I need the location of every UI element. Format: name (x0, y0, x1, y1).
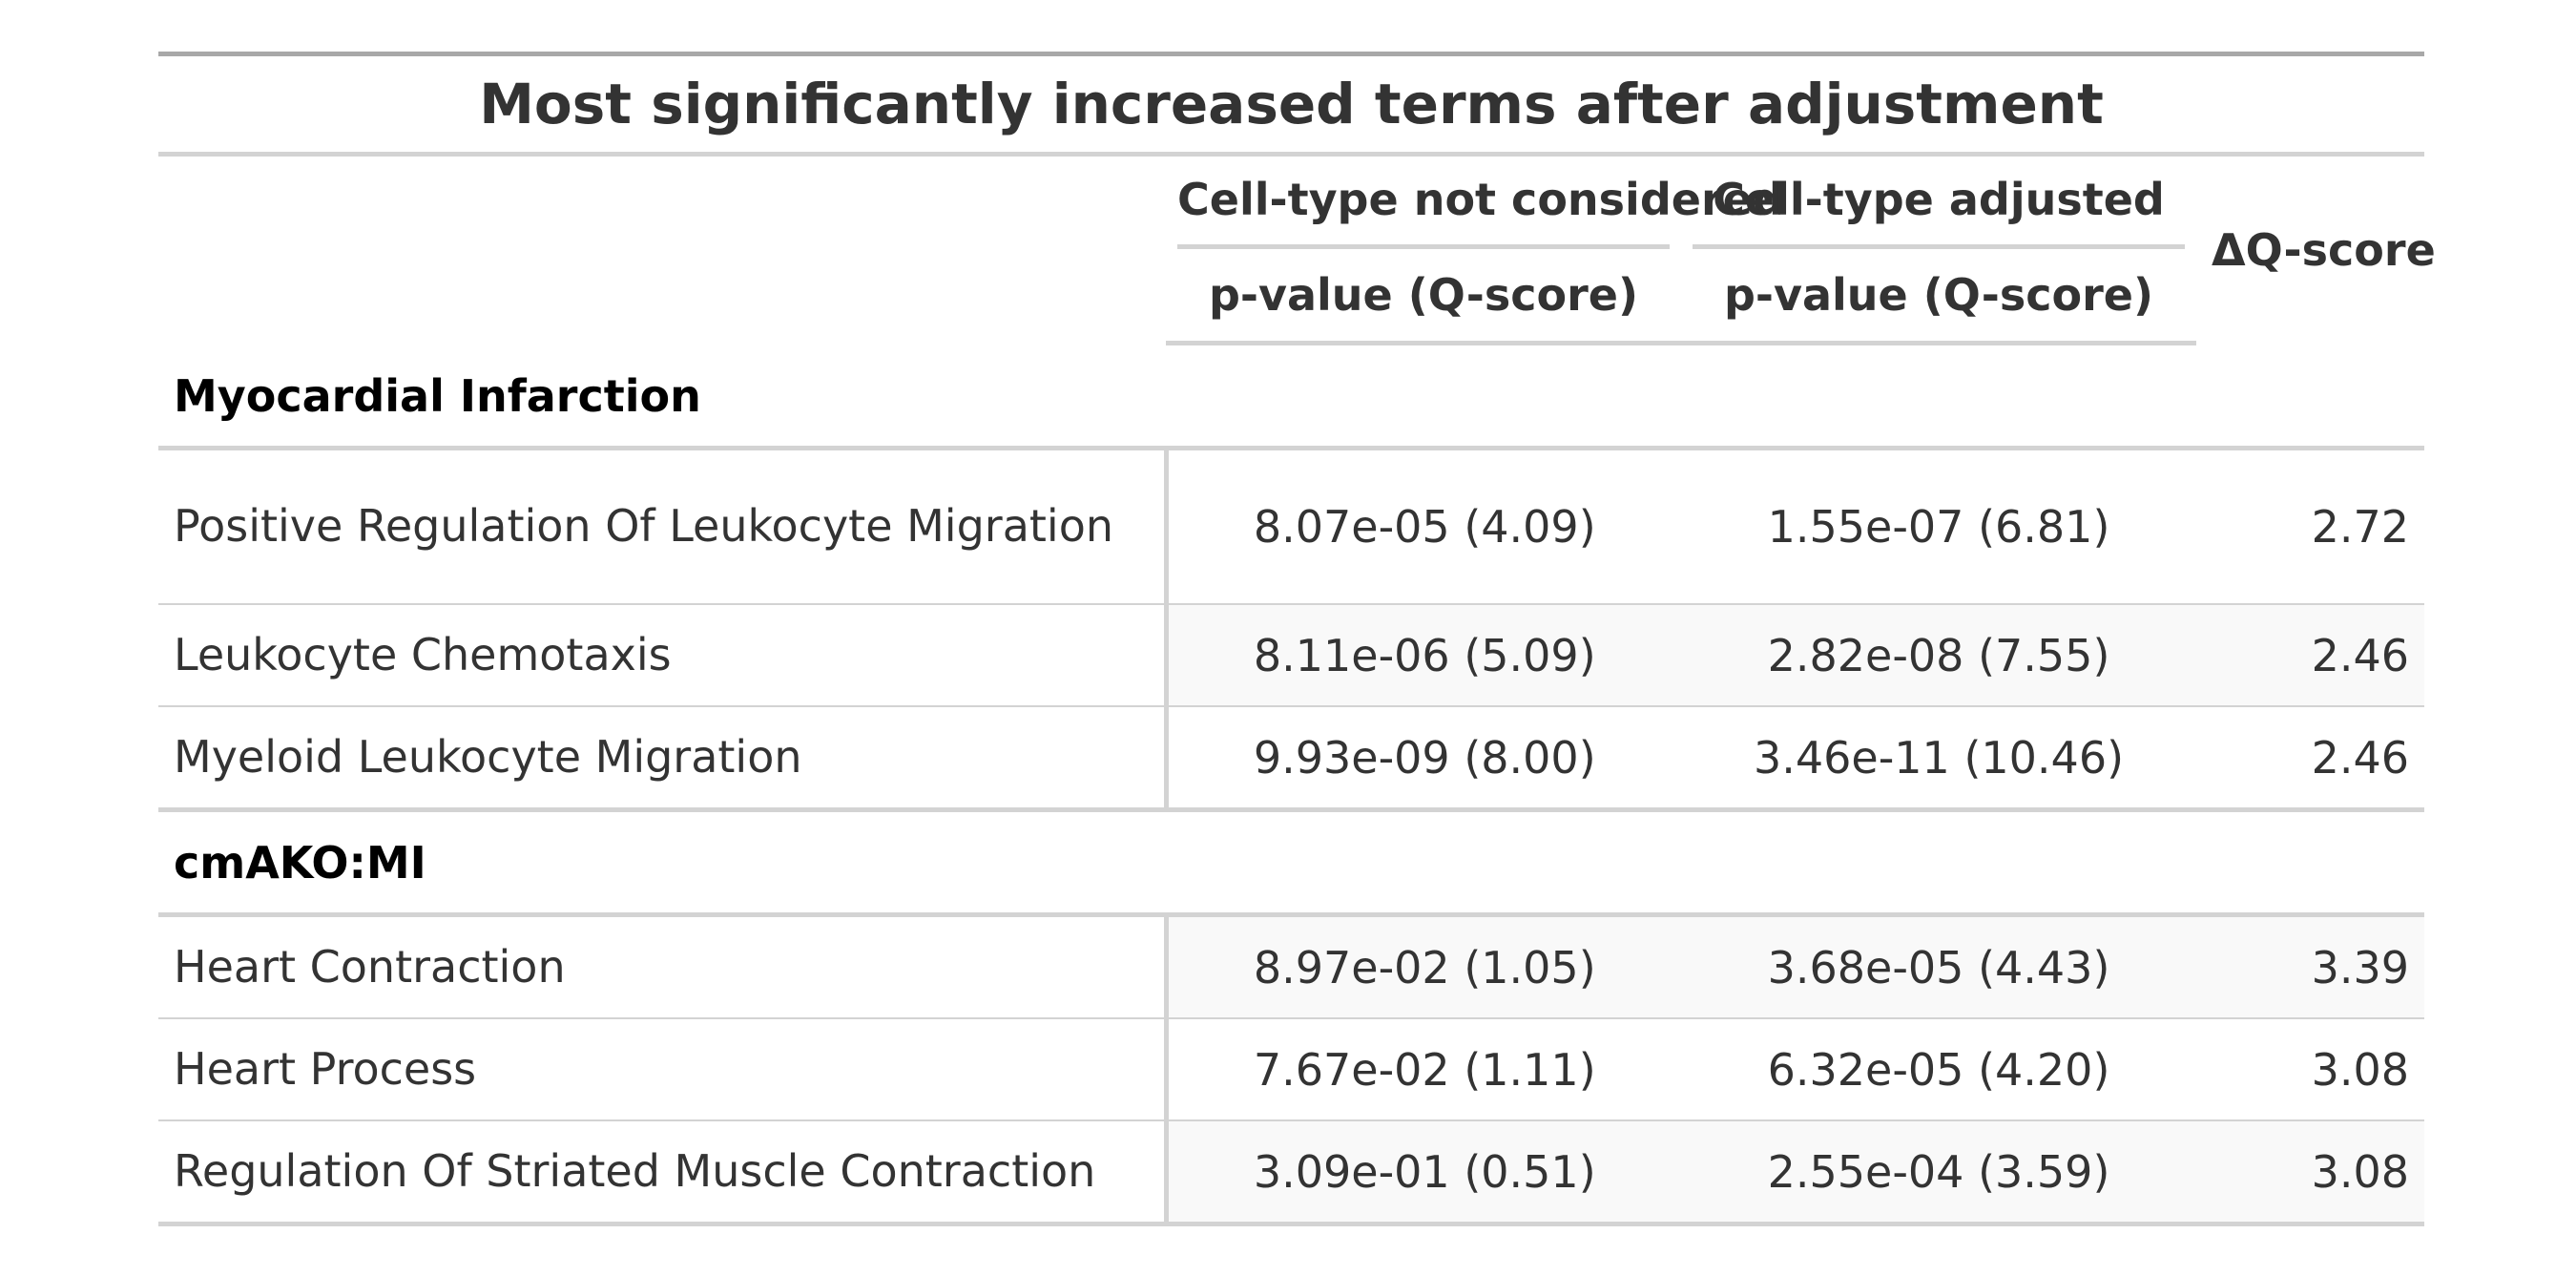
adjusted-cell: 6.32e-05 (4.20) (1681, 1018, 2196, 1121)
not-considered-cell: 8.11e-06 (5.09) (1166, 604, 1681, 707)
column-header-adjusted: p-value (Q-score) (1681, 249, 2196, 345)
column-header-not-considered: p-value (Q-score) (1166, 249, 1681, 345)
results-table-container: Most significantly increased terms after… (158, 52, 2436, 1226)
delta-cell: 3.08 (2196, 1120, 2424, 1226)
spanner-adjusted: Cell-type adjusted (1681, 155, 2196, 249)
not-considered-cell: 9.93e-09 (8.00) (1166, 706, 1681, 812)
spanner-not-considered: Cell-type not considered (1166, 155, 1784, 249)
spanner-not-considered-label: Cell-type not considered (1177, 174, 1784, 249)
group-row-cmako-mi: cmAKO:MI (158, 809, 2424, 917)
delta-cell: 3.39 (2196, 914, 2424, 1019)
delta-cell: 2.72 (2196, 448, 2424, 605)
table-row: Positive Regulation Of Leukocyte Migrati… (158, 448, 2424, 605)
group-row-myocardial-infarction: Myocardial Infarction (158, 343, 2424, 450)
table-title: Most significantly increased terms after… (158, 52, 2424, 157)
table-row: Heart Contraction 8.97e-02 (1.05) 3.68e-… (158, 914, 2424, 1019)
term-cell: Myeloid Leukocyte Migration (158, 706, 1169, 812)
table-row: Myeloid Leukocyte Migration 9.93e-09 (8.… (158, 706, 2424, 812)
adjusted-cell: 3.68e-05 (4.43) (1681, 914, 2196, 1019)
adjusted-cell: 3.46e-11 (10.46) (1681, 706, 2196, 812)
adjusted-cell: 2.82e-08 (7.55) (1681, 604, 2196, 707)
not-considered-cell: 8.97e-02 (1.05) (1166, 914, 1681, 1019)
term-cell: Regulation Of Striated Muscle Contractio… (158, 1120, 1169, 1226)
group-label: Myocardial Infarction (158, 343, 2424, 450)
delta-cell: 2.46 (2196, 706, 2424, 812)
results-table: Most significantly increased terms after… (158, 52, 2436, 1226)
delta-cell: 3.08 (2196, 1018, 2424, 1121)
table-row: Regulation Of Striated Muscle Contractio… (158, 1120, 2424, 1226)
adjusted-cell: 2.55e-04 (3.59) (1681, 1120, 2196, 1226)
term-cell: Heart Process (158, 1018, 1169, 1121)
delta-cell: 2.46 (2196, 604, 2424, 707)
term-cell: Leukocyte Chemotaxis (158, 604, 1169, 707)
column-header-term (158, 249, 1166, 344)
group-label: cmAKO:MI (158, 809, 2424, 917)
not-considered-cell: 3.09e-01 (0.51) (1166, 1120, 1681, 1226)
adjusted-cell: 1.55e-07 (6.81) (1681, 448, 2196, 605)
spanner-blank (158, 155, 1166, 250)
term-cell: Positive Regulation Of Leukocyte Migrati… (158, 448, 1169, 605)
spanner-adjusted-label: Cell-type adjusted (1693, 174, 2185, 249)
table-row: Heart Process 7.67e-02 (1.11) 6.32e-05 (… (158, 1018, 2424, 1121)
table-row: Leukocyte Chemotaxis 8.11e-06 (5.09) 2.8… (158, 604, 2424, 707)
column-header-delta: ΔQ-score (2212, 223, 2436, 276)
term-cell: Heart Contraction (158, 914, 1169, 1019)
not-considered-cell: 7.67e-02 (1.11) (1166, 1018, 1681, 1121)
not-considered-cell: 8.07e-05 (4.09) (1166, 448, 1681, 605)
